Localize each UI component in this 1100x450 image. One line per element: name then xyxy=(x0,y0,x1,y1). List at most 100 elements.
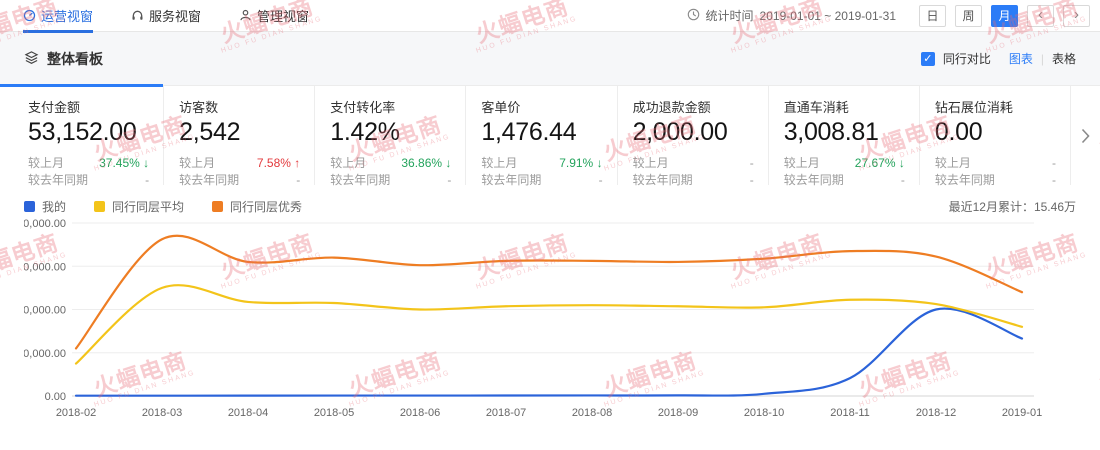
kpi-label: 支付金额 xyxy=(28,100,81,115)
legend-swatch xyxy=(24,201,35,212)
kpi-card-0[interactable]: 支付金额 53,152.00 较上月 37.45% ↓ 较去年同期 - xyxy=(0,84,164,187)
kpi-label: 成功退款金额 xyxy=(632,100,711,115)
range-month-button[interactable]: 月 xyxy=(991,4,1018,27)
svg-text:2018-06: 2018-06 xyxy=(400,407,440,419)
compare-value: - xyxy=(447,173,452,187)
kpi-label: 客单价 xyxy=(481,100,521,115)
kpi-label: 支付转化率 xyxy=(330,100,396,115)
section-title-group: 整体看板 xyxy=(24,49,103,69)
compare-label: 较上月 xyxy=(179,156,216,170)
tab-label: 运营视窗 xyxy=(41,9,94,24)
compare-value: 27.67% ↓ xyxy=(854,156,905,170)
chevron-right-icon xyxy=(1081,128,1090,143)
compare-value: - xyxy=(145,173,150,187)
layers-icon xyxy=(24,50,39,68)
range-week-button[interactable]: 周 xyxy=(955,4,982,27)
compare-row: 较上月 37.45% ↓ xyxy=(28,155,149,172)
peer-compare-checkbox[interactable]: ✓ xyxy=(920,51,935,66)
svg-text:160,000.00: 160,000.00 xyxy=(24,218,66,230)
section-header: 整体看板 ✓ 同行对比 图表 | 表格 xyxy=(0,32,1100,85)
compare-value: - xyxy=(296,173,301,187)
kpi-label: 直通车消耗 xyxy=(783,100,849,115)
compare-row: 较去年同期 - xyxy=(784,172,905,189)
compare-label: 较上月 xyxy=(481,156,518,170)
kpi-value: 53,152.00 xyxy=(28,118,137,146)
compare-label: 较上月 xyxy=(330,156,367,170)
kpi-card-3[interactable]: 客单价 1,476.44 较上月 7.91% ↓ 较去年同期 - xyxy=(465,86,616,187)
svg-text:2018-10: 2018-10 xyxy=(744,407,784,419)
page-title: 整体看板 xyxy=(47,50,103,67)
compare-value: 36.86% ↓ xyxy=(401,156,452,170)
legend-item-2[interactable]: 同行同层优秀 xyxy=(212,198,302,215)
compare-row: 较去年同期 - xyxy=(28,172,149,189)
legend-label: 同行同层平均 xyxy=(112,200,185,214)
kpi-value: 2,000.00 xyxy=(632,118,728,146)
legend-swatch xyxy=(212,201,224,212)
tab-operation-view[interactable]: 运营视窗 xyxy=(23,0,94,33)
svg-text:2018-02: 2018-02 xyxy=(56,407,96,419)
next-period-button[interactable]: › xyxy=(1063,4,1090,27)
legend-swatch xyxy=(94,201,106,212)
compare-label: 较上月 xyxy=(632,156,669,170)
svg-text:120,000.00: 120,000.00 xyxy=(24,261,66,273)
compare-row: 较上月 - xyxy=(633,155,754,172)
clock-icon xyxy=(687,8,700,24)
kpi-card-1[interactable]: 访客数 2,542 较上月 7.58% ↑ 较去年同期 - xyxy=(163,86,314,187)
chart-legend: 我的 同行同层平均 同行同层优秀 xyxy=(24,198,302,215)
compare-row: 较上月 - xyxy=(935,155,1056,172)
compare-value: - xyxy=(749,156,754,170)
tab-service-view[interactable]: 服务视窗 xyxy=(131,0,201,32)
svg-text:40,000.00: 40,000.00 xyxy=(24,348,66,360)
payment-trend-chart: 0.00 40,000.00 80,000.00 120,000.00 160,000.… xyxy=(11,218,1042,419)
compare-label: 较去年同期 xyxy=(632,173,693,187)
kpi-value: 1.42% xyxy=(330,118,400,146)
view-chart-toggle[interactable]: 图表 xyxy=(1008,52,1033,66)
compare-label: 较上月 xyxy=(783,156,820,170)
kpi-value: 1,476.44 xyxy=(481,118,577,146)
kpi-card-5[interactable]: 直通车消耗 3,008.81 较上月 27.67% ↓ 较去年同期 - xyxy=(767,86,919,187)
legend-item-1[interactable]: 同行同层平均 xyxy=(94,198,184,215)
range-day-button[interactable]: 日 xyxy=(919,4,946,27)
headset-icon xyxy=(131,9,144,22)
compare-row: 较去年同期 - xyxy=(633,172,754,189)
compare-row: 较去年同期 - xyxy=(935,172,1056,189)
view-table-toggle[interactable]: 表格 xyxy=(1051,52,1076,66)
compare-row: 较上月 27.67% ↓ xyxy=(784,155,905,172)
compare-value: - xyxy=(749,173,754,187)
svg-text:2019-01: 2019-01 xyxy=(1002,407,1042,419)
kpi-label: 钻石展位消耗 xyxy=(934,100,1013,115)
trend-chart-section: 我的 同行同层平均 同行同层优秀 最近12月累计：15.46万 0.00 40,0… xyxy=(0,198,1100,430)
kpi-value: 2,542 xyxy=(179,118,241,146)
view-toggle-divider: | xyxy=(1040,51,1044,66)
prev-period-button[interactable]: ‹ xyxy=(1027,4,1054,27)
kpi-label: 访客数 xyxy=(179,100,219,115)
compare-row: 较去年同期 - xyxy=(481,172,602,189)
compare-row: 较上月 36.86% ↓ xyxy=(330,155,451,172)
compare-label: 较去年同期 xyxy=(28,173,89,187)
tab-label: 服务视窗 xyxy=(149,9,202,24)
nav-right-group: 统计时间 2019-01-01 ~ 2019-01-31 日 周 月 ‹ › xyxy=(687,4,1090,27)
kpi-card-2[interactable]: 支付转化率 1.42% 较上月 36.86% ↓ 较去年同期 - xyxy=(314,86,465,187)
compare-label: 较去年同期 xyxy=(330,173,391,187)
svg-text:2018-04: 2018-04 xyxy=(228,407,268,419)
legend-item-0[interactable]: 我的 xyxy=(24,198,66,215)
tab-label: 管理视窗 xyxy=(257,9,310,24)
compare-value: - xyxy=(598,173,603,187)
kpi-card-4[interactable]: 成功退款金额 2,000.00 较上月 - 较去年同期 - xyxy=(616,86,768,187)
svg-text:2018-12: 2018-12 xyxy=(916,407,956,419)
cards-next-button[interactable] xyxy=(1069,86,1100,185)
stat-time: 统计时间 2019-01-01 ~ 2019-01-31 xyxy=(687,7,896,24)
kpi-value: 0.00 xyxy=(934,118,983,146)
compare-row: 较去年同期 - xyxy=(179,172,300,189)
svg-text:2018-05: 2018-05 xyxy=(314,407,354,419)
compare-label: 较去年同期 xyxy=(934,173,995,187)
peer-compare-label: 同行对比 xyxy=(942,52,991,66)
svg-text:2018-03: 2018-03 xyxy=(142,407,182,419)
compare-value: 37.45% ↓ xyxy=(99,156,150,170)
dashboard-icon xyxy=(23,9,36,22)
tab-management-view[interactable]: 管理视窗 xyxy=(239,0,309,32)
compare-label: 较上月 xyxy=(934,156,971,170)
legend-row: 我的 同行同层平均 同行同层优秀 最近12月累计：15.46万 xyxy=(24,198,1076,215)
kpi-card-6[interactable]: 钻石展位消耗 0.00 较上月 - 较去年同期 - xyxy=(918,86,1070,187)
svg-text:2018-11: 2018-11 xyxy=(830,407,870,419)
